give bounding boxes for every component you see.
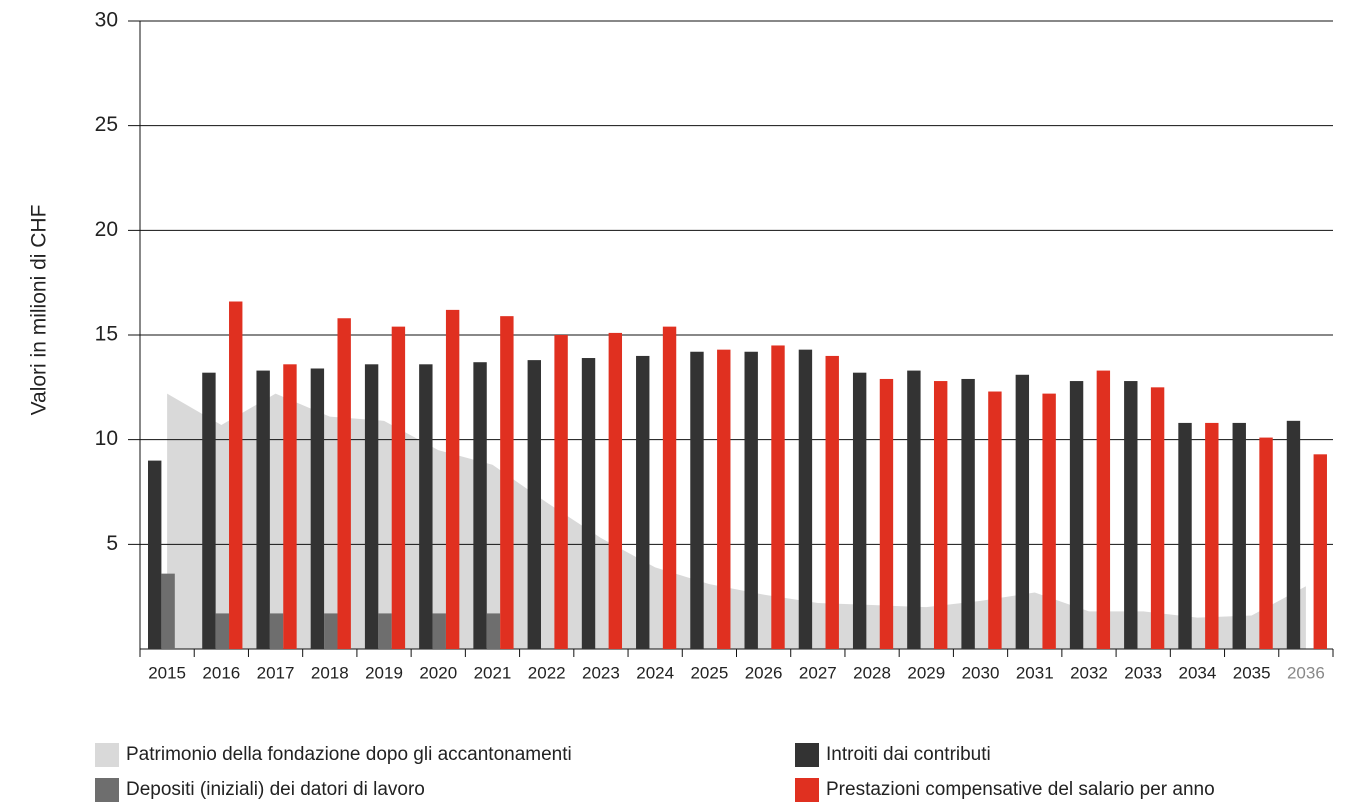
bar — [1124, 381, 1138, 649]
x-tick-label: 2026 — [745, 663, 783, 682]
bar — [1042, 393, 1056, 649]
x-tick-label: 2025 — [690, 663, 728, 682]
bar — [473, 362, 487, 649]
x-tick-label: 2033 — [1124, 663, 1162, 682]
bar — [608, 332, 623, 649]
bar — [798, 349, 813, 649]
bar — [1178, 422, 1192, 649]
bar — [269, 613, 284, 649]
x-tick-label: 2016 — [202, 663, 240, 682]
x-tick-label: 2030 — [962, 663, 1000, 682]
y-tick-label: 15 — [95, 323, 118, 346]
y-tick-label: 30 — [95, 9, 118, 32]
legend-label: Patrimonio della fondazione dopo gli acc… — [126, 744, 572, 765]
bar — [324, 613, 338, 649]
bar — [1069, 381, 1084, 649]
legend-label: Depositi (iniziali) dei datori di lavoro — [126, 779, 425, 800]
bar — [1259, 437, 1273, 649]
bar — [337, 318, 351, 649]
x-tick-label: 2029 — [907, 663, 945, 682]
bar — [445, 309, 460, 649]
legend-label: Introiti dai contributi — [826, 744, 991, 765]
x-tick-label: 2036 — [1287, 663, 1325, 682]
x-tick-label: 2018 — [311, 663, 349, 682]
x-tick-label: 2034 — [1179, 663, 1217, 682]
x-tick-label: 2019 — [365, 663, 403, 682]
x-tick-label: 2027 — [799, 663, 837, 682]
bar — [391, 326, 406, 649]
bar — [636, 355, 650, 649]
bar — [690, 351, 704, 649]
bar — [879, 378, 894, 649]
bar — [215, 613, 230, 649]
bar — [662, 326, 677, 649]
bar — [432, 613, 446, 649]
bar — [961, 378, 975, 649]
y-tick-label: 20 — [95, 218, 118, 241]
bar — [825, 355, 839, 649]
bar — [364, 364, 379, 649]
bar — [500, 316, 514, 649]
bar — [1313, 454, 1327, 649]
bar — [1232, 422, 1246, 649]
legend-swatch — [795, 743, 819, 767]
legend-swatch — [795, 778, 819, 802]
bar — [202, 372, 216, 649]
x-tick-label: 2024 — [636, 663, 674, 682]
bar — [907, 370, 921, 649]
bar — [744, 351, 758, 649]
bar — [310, 368, 325, 649]
y-tick-label: 10 — [95, 427, 118, 450]
y-tick-label: 25 — [95, 113, 118, 136]
x-tick-label: 2017 — [257, 663, 295, 682]
bar — [771, 345, 785, 649]
x-tick-label: 2023 — [582, 663, 620, 682]
bar — [161, 573, 175, 649]
x-tick-label: 2020 — [419, 663, 457, 682]
legend-label: Prestazioni compensative del salario per… — [826, 779, 1215, 800]
bar — [1150, 387, 1165, 649]
bar — [1015, 374, 1030, 649]
bar — [988, 391, 1002, 649]
bar — [527, 360, 541, 649]
bar — [1286, 420, 1301, 649]
y-axis-label: Valori in milioni di CHF — [28, 205, 51, 416]
x-tick-label: 2032 — [1070, 663, 1108, 682]
bar — [229, 301, 243, 649]
bar — [378, 613, 392, 649]
bar — [554, 335, 568, 649]
bar — [581, 358, 596, 649]
bar — [852, 372, 867, 649]
x-tick-label: 2021 — [474, 663, 512, 682]
bar — [1205, 422, 1219, 649]
bar — [1096, 370, 1111, 649]
x-tick-label: 2022 — [528, 663, 566, 682]
bar — [283, 364, 297, 649]
bar — [148, 460, 162, 649]
bar — [717, 349, 731, 649]
legend-swatch — [95, 778, 119, 802]
x-tick-label: 2031 — [1016, 663, 1054, 682]
bar — [486, 613, 501, 649]
bar — [256, 370, 270, 649]
x-tick-label: 2035 — [1233, 663, 1271, 682]
x-tick-label: 2028 — [853, 663, 891, 682]
bar — [419, 364, 433, 649]
y-tick-label: 5 — [106, 532, 118, 555]
x-tick-label: 2015 — [148, 663, 186, 682]
legend-swatch — [95, 743, 119, 767]
bar — [933, 381, 948, 649]
